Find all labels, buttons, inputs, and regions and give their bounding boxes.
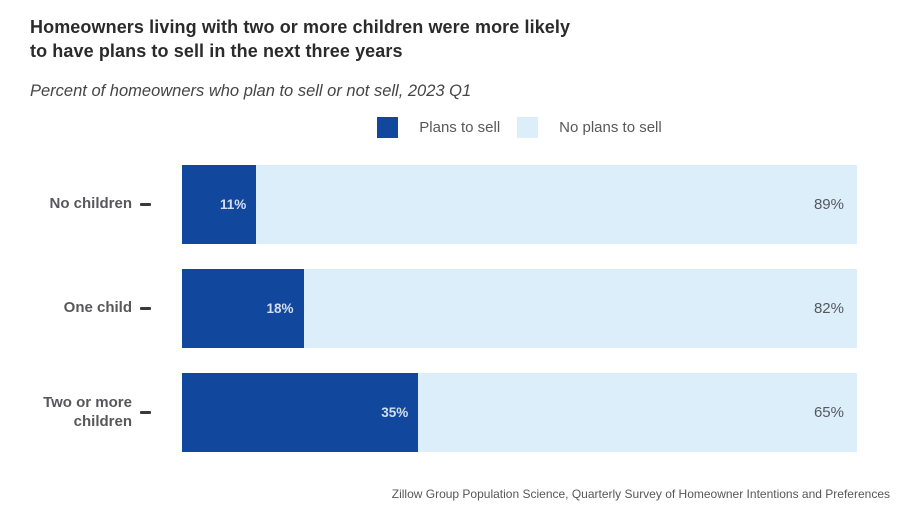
category-label-group: One child — [30, 298, 182, 318]
axis-tick — [140, 202, 151, 206]
bar-segment-no-plans-to-sell: 89% — [256, 164, 857, 244]
value-label-no-plans-to-sell: 89% — [813, 195, 844, 213]
category-label-group: No children — [30, 194, 182, 214]
value-label-plans-to-sell: 11% — [219, 196, 247, 212]
value-label-no-plans-to-sell: 65% — [813, 403, 844, 421]
value-label-no-plans-to-sell: 82% — [813, 299, 844, 317]
category-label: One child — [63, 299, 132, 317]
legend-label: Plans to sell — [419, 118, 501, 136]
value-label-plans-to-sell: 35% — [381, 404, 409, 420]
legend-label: No plans to sell — [559, 118, 662, 136]
source-attribution: Zillow Group Population Science, Quarter… — [391, 486, 890, 501]
stacked-bar: 11% 89% — [182, 164, 857, 244]
bar-row: One child 18% 82% — [30, 268, 857, 348]
chart-title: Homeowners living with two or more child… — [30, 17, 571, 61]
chart-subtitle: Percent of homeowners who plan to sell o… — [30, 81, 472, 100]
chart-header: Homeowners living with two or more child… — [0, 16, 907, 101]
bar-segment-no-plans-to-sell: 65% — [418, 372, 857, 452]
bar-segment-plans-to-sell: 18% — [182, 268, 304, 348]
legend-item-plans-to-sell: Plans to sell — [377, 116, 501, 138]
axis-tick — [140, 306, 151, 310]
bar-row: Two or more children 35% 65% — [30, 372, 857, 452]
axis-tick — [140, 410, 151, 414]
legend-swatch-no-plans-to-sell — [517, 116, 539, 138]
bar-segment-plans-to-sell: 35% — [182, 372, 419, 452]
stacked-bar: 35% 65% — [182, 372, 857, 452]
stacked-bar: 18% 82% — [182, 268, 857, 348]
category-label: No children — [49, 195, 132, 213]
bar-segment-no-plans-to-sell: 82% — [303, 268, 857, 348]
category-label: Two or more children — [43, 393, 132, 431]
bar-segment-plans-to-sell: 11% — [182, 164, 257, 244]
bar-rows: No children 11% 89% One child 18% 82% Two or m… — [0, 164, 907, 452]
legend-item-no-plans-to-sell: No plans to sell — [517, 116, 662, 138]
value-label-plans-to-sell: 18% — [266, 300, 294, 316]
legend-swatch-plans-to-sell — [377, 116, 399, 138]
category-label-group: Two or more children — [30, 393, 182, 432]
legend: Plans to sell No plans to sell — [182, 116, 857, 138]
bar-row: No children 11% 89% — [30, 164, 857, 244]
